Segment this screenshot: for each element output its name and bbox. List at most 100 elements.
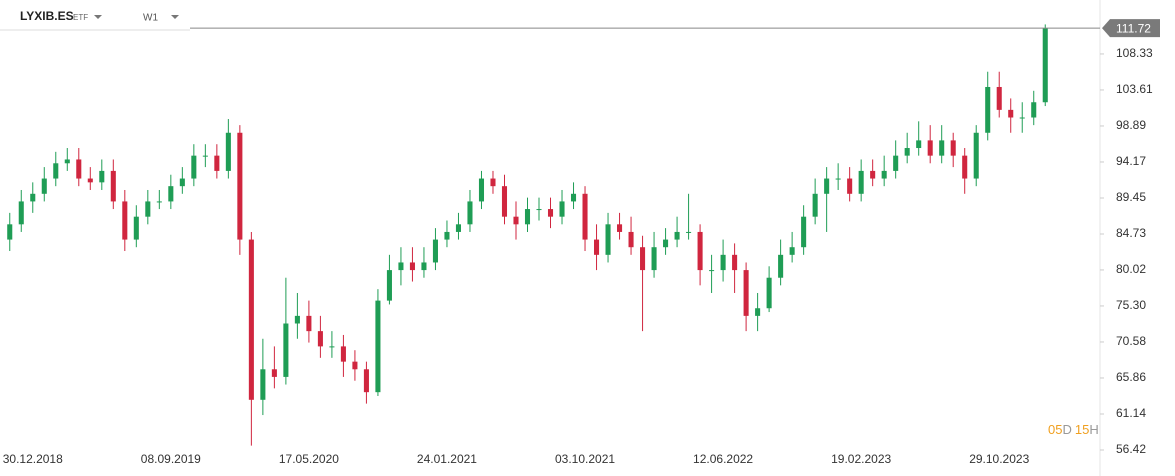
y-tick-label: 80.02: [1116, 262, 1146, 276]
candle-body: [1042, 28, 1048, 103]
candle-body: [962, 155, 968, 179]
candle-body: [30, 193, 36, 202]
candle-body: [697, 231, 703, 271]
last-price-tag: [1102, 19, 1160, 38]
candle-body: [386, 270, 392, 301]
candle-body: [18, 201, 24, 225]
y-tick-label: 65.86: [1116, 370, 1146, 384]
candle-body: [985, 86, 991, 133]
candle-body: [202, 155, 208, 157]
x-tick-label: 12.06.2022: [693, 452, 753, 466]
candle-body: [904, 148, 910, 156]
candle-body: [663, 239, 669, 248]
candle-body: [110, 170, 116, 202]
candle-body: [53, 163, 59, 179]
candle-body: [363, 369, 369, 393]
candle-body: [755, 308, 761, 316]
candle-body: [294, 315, 300, 324]
candle-body: [686, 231, 692, 233]
x-tick-label: 30.12.2018: [3, 452, 63, 466]
x-tick-label: 08.09.2019: [141, 452, 201, 466]
countdown-hours: 15: [1075, 422, 1089, 437]
candle-body: [570, 193, 577, 202]
candle-body: [789, 247, 795, 255]
candle-body: [225, 132, 231, 171]
candle-body: [455, 224, 461, 232]
candle-body: [766, 277, 772, 309]
y-tick-label: 61.14: [1116, 406, 1146, 420]
candle-body: [778, 254, 784, 278]
x-tick-label: 24.01.2021: [417, 452, 477, 466]
candle-body: [1008, 109, 1014, 118]
timeframe-dropdown[interactable]: [171, 15, 179, 19]
countdown-days-unit: D: [1062, 422, 1071, 437]
y-tick-label: 98.89: [1116, 118, 1146, 132]
candle-body: [237, 132, 243, 240]
candle-body: [720, 254, 726, 271]
candle-body: [916, 140, 922, 149]
candle-body: [812, 193, 818, 217]
timeframe[interactable]: W1: [143, 13, 158, 24]
candle-body: [674, 231, 680, 240]
candle-body: [881, 170, 887, 179]
countdown-hours-unit: H: [1089, 422, 1098, 437]
candle-body: [7, 224, 13, 240]
candle-body: [271, 369, 277, 377]
candle-body: [927, 140, 933, 156]
candle-body: [801, 216, 807, 248]
candle-body: [409, 262, 415, 271]
candle-body: [847, 178, 853, 194]
candle-body: [1031, 102, 1037, 118]
candle-body: [617, 224, 623, 232]
candle-body: [329, 346, 335, 348]
symbol[interactable]: LYXIB.ES: [20, 9, 74, 23]
candle-body: [835, 178, 841, 180]
candle-body: [559, 201, 565, 217]
x-tick-label: 19.02.2023: [831, 452, 891, 466]
candle-body: [709, 270, 715, 272]
candle-body: [536, 209, 542, 211]
candle-body: [248, 239, 254, 400]
candle-body: [893, 155, 899, 171]
asset-type: ETF: [73, 13, 88, 22]
candle-body: [870, 170, 876, 179]
x-tick-label: 29.10.2023: [969, 452, 1029, 466]
candle-body: [858, 170, 864, 194]
candle-body: [501, 186, 508, 217]
candle-body: [76, 159, 82, 179]
y-tick-label: 56.42: [1116, 442, 1146, 456]
candle-body: [524, 209, 531, 225]
candle-body: [513, 216, 519, 225]
y-tick-label: 103.61: [1116, 82, 1153, 96]
candle-body: [628, 231, 634, 248]
last-price-label: 111.72: [1116, 21, 1151, 35]
candle-body: [973, 132, 979, 179]
candle-body: [260, 369, 266, 400]
y-tick-label: 94.17: [1116, 154, 1146, 168]
x-tick-label: 17.05.2020: [279, 452, 339, 466]
candle-body: [547, 209, 554, 217]
candle-body: [214, 155, 220, 171]
candles: [7, 24, 1048, 446]
candle-body: [743, 270, 749, 316]
candle-body: [432, 239, 438, 263]
candle-body: [996, 86, 1002, 110]
candle-body: [283, 323, 289, 377]
candle-body: [317, 331, 323, 347]
symbol-dropdown[interactable]: [94, 15, 102, 19]
candle-body: [145, 201, 151, 217]
candle-body: [340, 346, 346, 362]
y-tick-label: 89.45: [1116, 190, 1146, 204]
candle-body: [133, 216, 139, 240]
candle-body: [640, 247, 646, 271]
candle-body: [582, 193, 588, 240]
y-tick-label: 84.73: [1116, 226, 1146, 240]
candle-body: [87, 178, 93, 183]
candle-body: [421, 262, 427, 271]
candle-body: [1019, 117, 1025, 119]
candle-body: [651, 247, 657, 271]
candle-body: [939, 140, 945, 156]
candle-body: [398, 262, 404, 271]
